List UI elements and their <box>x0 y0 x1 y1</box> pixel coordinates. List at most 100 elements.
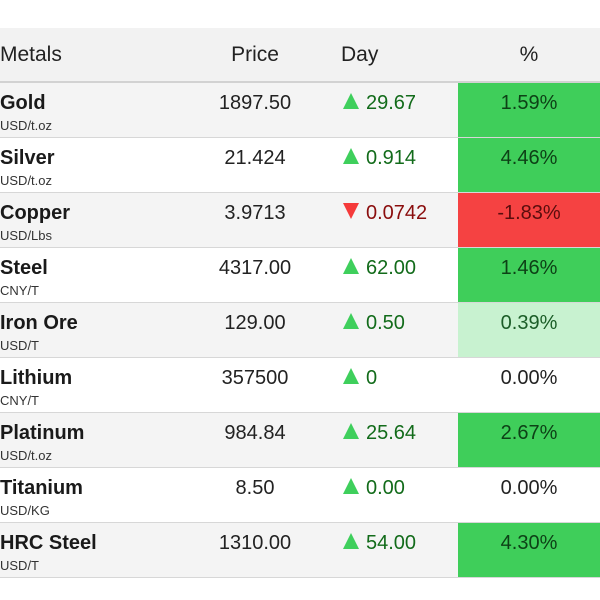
price-cell: 1310.00 <box>190 523 320 577</box>
triangle-up-icon <box>342 257 360 275</box>
header-day-label: Day <box>341 43 379 66</box>
metal-price: 1897.50 <box>218 92 292 114</box>
percent-change-badge: 0.00% <box>458 468 600 522</box>
day-change-value: 0.00 <box>366 477 405 499</box>
percent-change-badge: 1.59% <box>458 83 600 137</box>
table-header-row: Metals Price Day % <box>0 28 600 83</box>
day-change: 0 <box>342 366 377 390</box>
metal-price: 8.50 <box>235 477 275 499</box>
table-row[interactable]: Copper USD/Lbs 3.9713 0.0742 -1.83% <box>0 193 600 248</box>
metal-price: 357500 <box>221 367 289 389</box>
day-change: 0.0742 <box>342 201 427 225</box>
price-cell: 1897.50 <box>190 83 320 137</box>
percent-change-value: 1.59% <box>500 92 558 114</box>
metal-name: Copper <box>0 202 70 224</box>
day-change: 0.00 <box>342 476 405 500</box>
header-percent-label: % <box>519 43 539 66</box>
day-change-value: 0.50 <box>366 312 405 334</box>
table-body: Gold USD/t.oz 1897.50 29.67 1.59% Silver USD/t… <box>0 83 600 578</box>
metal-price: 1310.00 <box>218 532 292 554</box>
metal-name: Lithium <box>0 367 73 389</box>
percent-change-badge: 1.46% <box>458 248 600 302</box>
percent-change-cell: 0.00% <box>458 358 600 412</box>
metal-name-cell: Iron Ore USD/T <box>0 303 190 357</box>
metal-name-cell: Steel CNY/T <box>0 248 190 302</box>
triangle-up-icon <box>342 367 360 385</box>
price-cell: 8.50 <box>190 468 320 522</box>
header-metals-label: Metals <box>0 43 62 66</box>
percent-change-badge: -1.83% <box>458 193 600 247</box>
price-cell: 984.84 <box>190 413 320 467</box>
percent-change-value: 4.46% <box>500 147 558 169</box>
metal-name-cell: Silver USD/t.oz <box>0 138 190 192</box>
day-change-value: 25.64 <box>366 422 417 444</box>
metal-name: Steel <box>0 257 48 279</box>
percent-change-cell: 2.67% <box>458 413 600 467</box>
metal-name-cell: Lithium CNY/T <box>0 358 190 412</box>
metal-name: Titanium <box>0 477 83 499</box>
table-row[interactable]: Iron Ore USD/T 129.00 0.50 0.39% <box>0 303 600 358</box>
day-change: 0.50 <box>342 311 405 335</box>
day-change: 62.00 <box>342 256 416 280</box>
day-change: 25.64 <box>342 421 416 445</box>
metal-unit: CNY/T <box>0 393 39 408</box>
metal-name-cell: Platinum USD/t.oz <box>0 413 190 467</box>
metal-price: 4317.00 <box>218 257 292 279</box>
percent-change-badge: 4.30% <box>458 523 600 577</box>
percent-change-badge: 2.67% <box>458 413 600 467</box>
day-change-value: 62.00 <box>366 257 417 279</box>
metal-unit: USD/KG <box>0 503 50 518</box>
metal-name-cell: Gold USD/t.oz <box>0 83 190 137</box>
header-cell-percent[interactable]: % <box>458 28 600 81</box>
percent-change-value: 0.00% <box>500 477 558 499</box>
header-cell-price[interactable]: Price <box>190 28 320 81</box>
metal-unit: USD/T <box>0 558 39 573</box>
metals-price-table: Metals Price Day % Gold USD/t.oz 1897.50 29… <box>0 28 600 578</box>
percent-change-badge: 0.39% <box>458 303 600 357</box>
table-row[interactable]: Titanium USD/KG 8.50 0.00 0.00% <box>0 468 600 523</box>
metal-name-cell: Titanium USD/KG <box>0 468 190 522</box>
percent-change-badge: 0.00% <box>458 358 600 412</box>
day-change-cell: 0.914 <box>336 138 458 192</box>
price-cell: 4317.00 <box>190 248 320 302</box>
table-row[interactable]: Platinum USD/t.oz 984.84 25.64 2.67% <box>0 413 600 468</box>
day-change-cell: 0.50 <box>336 303 458 357</box>
triangle-up-icon <box>342 422 360 440</box>
header-cell-metals[interactable]: Metals <box>0 28 190 81</box>
price-cell: 21.424 <box>190 138 320 192</box>
metal-name: HRC Steel <box>0 532 97 554</box>
percent-change-badge: 4.46% <box>458 138 600 192</box>
day-change-cell: 29.67 <box>336 83 458 137</box>
day-change: 0.914 <box>342 146 416 170</box>
day-change-value: 0 <box>366 367 378 389</box>
triangle-down-icon <box>342 202 360 220</box>
table-row[interactable]: HRC Steel USD/T 1310.00 54.00 4.30% <box>0 523 600 578</box>
table-row[interactable]: Lithium CNY/T 357500 0 0.00% <box>0 358 600 413</box>
table-row[interactable]: Gold USD/t.oz 1897.50 29.67 1.59% <box>0 83 600 138</box>
table-row[interactable]: Silver USD/t.oz 21.424 0.914 4.46% <box>0 138 600 193</box>
percent-change-cell: -1.83% <box>458 193 600 247</box>
metal-price: 984.84 <box>224 422 286 444</box>
percent-change-value: 1.46% <box>500 257 558 279</box>
metal-name: Silver <box>0 147 55 169</box>
day-change-value: 54.00 <box>366 532 417 554</box>
price-cell: 357500 <box>190 358 320 412</box>
metal-unit: USD/t.oz <box>0 118 53 133</box>
header-cell-day[interactable]: Day <box>336 28 458 81</box>
metal-unit: USD/T <box>0 338 39 353</box>
percent-change-cell: 0.00% <box>458 468 600 522</box>
day-change-cell: 54.00 <box>336 523 458 577</box>
table-row[interactable]: Steel CNY/T 4317.00 62.00 1.46% <box>0 248 600 303</box>
percent-change-value: 2.67% <box>500 422 558 444</box>
percent-change-cell: 0.39% <box>458 303 600 357</box>
price-cell: 3.9713 <box>190 193 320 247</box>
day-change-cell: 0 <box>336 358 458 412</box>
day-change-value: 0.914 <box>366 147 417 169</box>
day-change-value: 29.67 <box>366 92 417 114</box>
metal-price: 21.424 <box>224 147 286 169</box>
percent-change-cell: 4.46% <box>458 138 600 192</box>
metal-name: Gold <box>0 92 46 114</box>
metal-unit: USD/t.oz <box>0 173 53 188</box>
metal-name-cell: HRC Steel USD/T <box>0 523 190 577</box>
triangle-up-icon <box>342 312 360 330</box>
